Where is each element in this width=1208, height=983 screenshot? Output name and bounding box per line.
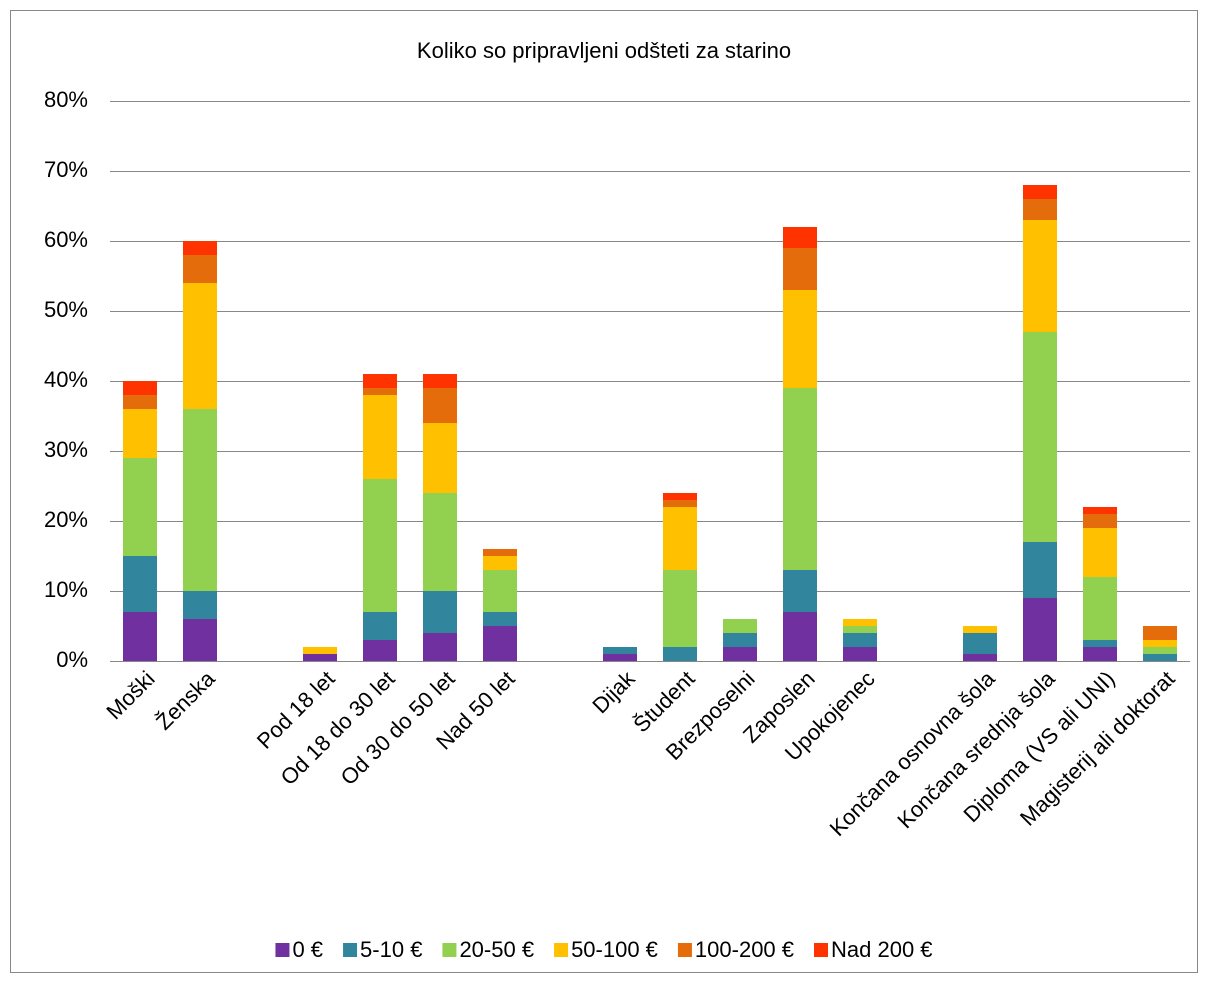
bar-segment <box>843 647 877 661</box>
bar-segment <box>363 640 397 661</box>
bar-segment <box>1023 332 1057 542</box>
y-tick-label: 40% <box>44 367 88 392</box>
bar-segment <box>963 626 997 633</box>
bar-segment <box>783 290 817 388</box>
bar-segment <box>363 388 397 395</box>
y-tick-label: 70% <box>44 157 88 182</box>
bar-segment <box>483 556 517 570</box>
bar-segment <box>663 647 697 661</box>
bar-segment <box>183 409 217 591</box>
bar-segment <box>363 612 397 640</box>
bar-segment <box>123 381 157 395</box>
bar-segment <box>723 619 757 633</box>
bar-segment <box>783 612 817 661</box>
legend-label: 0 € <box>292 937 323 962</box>
bar-segment <box>1083 528 1117 577</box>
bar-segment <box>1023 220 1057 332</box>
y-tick-label: 60% <box>44 227 88 252</box>
bar-segment <box>423 633 457 661</box>
bar-segment <box>663 507 697 570</box>
y-tick-label: 50% <box>44 297 88 322</box>
bar-segment <box>783 570 817 612</box>
legend-swatch <box>442 943 457 957</box>
bar-segment <box>1083 577 1117 640</box>
legend-swatch <box>554 943 569 957</box>
bar-segment <box>1023 185 1057 199</box>
bar-segment <box>723 647 757 661</box>
bar-segment <box>423 591 457 633</box>
bar-segment <box>663 570 697 647</box>
bar-segment <box>423 493 457 591</box>
y-tick-label: 20% <box>44 507 88 532</box>
bar-segment <box>423 388 457 423</box>
bar-segment <box>483 612 517 626</box>
bar-segment <box>123 395 157 409</box>
y-tick-label: 30% <box>44 437 88 462</box>
bar-segment <box>723 633 757 647</box>
bar-segment <box>423 423 457 493</box>
bar-segment <box>663 493 697 500</box>
bar-segment <box>183 241 217 255</box>
bar-segment <box>183 591 217 619</box>
bar-segment <box>1143 640 1177 647</box>
bar-segment <box>483 626 517 661</box>
bar-segment <box>603 647 637 654</box>
legend-label: 100-200 € <box>695 937 794 962</box>
bar-segment <box>123 458 157 556</box>
bar-segment <box>1083 514 1117 528</box>
bar-segment <box>963 633 997 654</box>
legend: 0 € 5-10 € 20-50 € 50-100 € 100-200 € Nad 200… <box>275 937 933 962</box>
bar-segment <box>423 374 457 388</box>
bar-segment <box>1143 654 1177 661</box>
bar-segment <box>1083 507 1117 514</box>
legend-swatch <box>677 943 692 957</box>
y-tick-label: 10% <box>44 577 88 602</box>
bar-segment <box>363 374 397 388</box>
bar-segment <box>1083 647 1117 661</box>
bar-segment <box>183 283 217 409</box>
bar-segment <box>123 556 157 612</box>
bar-segment <box>1143 626 1177 640</box>
legend-label: 50-100 € <box>571 937 658 962</box>
bar-segment <box>1023 598 1057 661</box>
bar-segment <box>483 549 517 556</box>
bar-segment <box>303 654 337 661</box>
bar-segment <box>603 654 637 661</box>
legend-swatch <box>814 943 829 957</box>
bar-segment <box>123 409 157 458</box>
legend-label: 20-50 € <box>459 937 534 962</box>
bar-segment <box>363 395 397 479</box>
bar-segment <box>1023 199 1057 220</box>
bar-segment <box>843 626 877 633</box>
legend-swatch <box>343 943 358 957</box>
bar-segment <box>1083 640 1117 647</box>
y-tick-label: 80% <box>44 87 88 112</box>
bar-segment <box>123 612 157 661</box>
bar-segment <box>783 388 817 570</box>
legend-label: Nad 200 € <box>831 937 933 962</box>
bar-segment <box>183 255 217 283</box>
chart-title: Koliko so pripravljeni odšteti za starin… <box>417 38 791 63</box>
bar-segment <box>663 500 697 507</box>
bar-segment <box>1143 647 1177 654</box>
legend-label: 5-10 € <box>360 937 422 962</box>
y-tick-label: 0% <box>56 647 88 672</box>
bar-segment <box>843 633 877 647</box>
bar-segment <box>183 619 217 661</box>
bar-segment <box>963 654 997 661</box>
legend-swatch <box>275 943 290 957</box>
bar-segment <box>303 647 337 654</box>
bar-segment <box>843 619 877 626</box>
bar-segment <box>483 570 517 612</box>
bar-segment <box>783 248 817 290</box>
bar-segment <box>1023 542 1057 598</box>
bar-segment <box>783 227 817 248</box>
bar-segment <box>363 479 397 612</box>
